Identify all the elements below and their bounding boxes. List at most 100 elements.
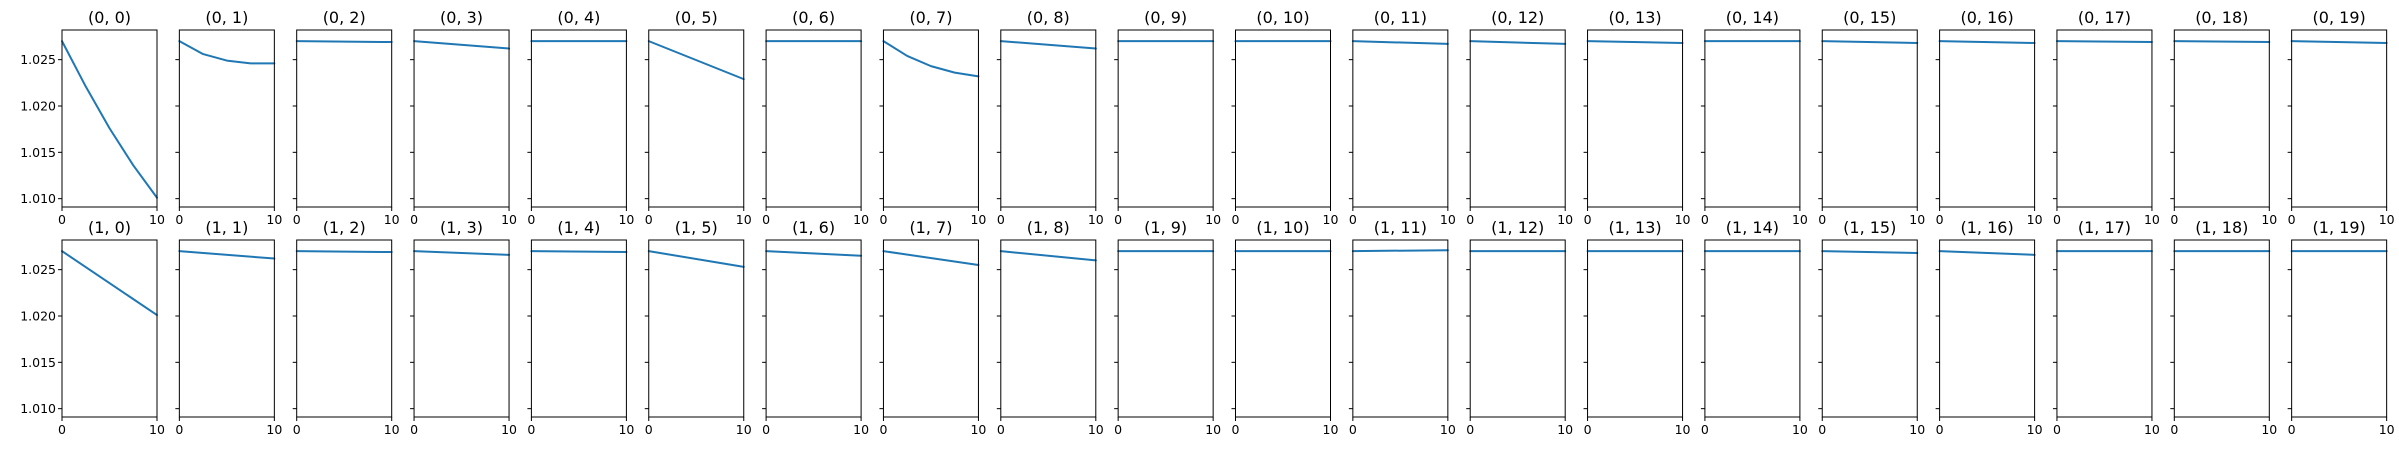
x-tick-label: 10 bbox=[2261, 422, 2277, 437]
x-tick-label: 10 bbox=[1792, 422, 1808, 437]
subplot-title: (1, 5) bbox=[675, 218, 718, 237]
x-tick-label: 0 bbox=[2053, 422, 2061, 437]
subplot-title: (0, 9) bbox=[1144, 8, 1187, 27]
x-tick-label: 10 bbox=[1205, 422, 1221, 437]
subplot-title: (0, 3) bbox=[440, 8, 483, 27]
axes-frame bbox=[1704, 29, 1801, 208]
series-line bbox=[61, 250, 158, 317]
x-tick-label: 0 bbox=[1701, 422, 1709, 437]
subplot-panel: (0, 5) 0 10 bbox=[644, 8, 752, 227]
series-line bbox=[1938, 40, 2036, 44]
x-tick-label: 10 bbox=[853, 212, 869, 227]
x-tick-label: 0 bbox=[997, 212, 1005, 227]
series-line bbox=[882, 40, 980, 78]
x-tick-label: 0 bbox=[2170, 212, 2178, 227]
x-tick-label: 0 bbox=[175, 212, 183, 227]
axes-frame bbox=[296, 29, 393, 208]
axes-frame bbox=[61, 29, 158, 208]
x-tick-label: 10 bbox=[1792, 212, 1808, 227]
subplot-title: (1, 10) bbox=[1256, 218, 1309, 237]
series-line bbox=[647, 250, 745, 268]
subplot-panel: (0, 10) 0 10 bbox=[1231, 8, 1339, 227]
x-tick-label: 0 bbox=[1818, 422, 1826, 437]
axes-frame bbox=[530, 239, 627, 418]
subplot-title: (1, 12) bbox=[1491, 218, 1544, 237]
subplot-panel: (1, 11) 0 10 bbox=[1348, 218, 1456, 437]
subplot-panel: (0, 7) 0 10 bbox=[879, 8, 986, 227]
series-line bbox=[61, 40, 158, 199]
x-tick-label: 10 bbox=[1323, 212, 1339, 227]
x-tick-label: 0 bbox=[1818, 212, 1826, 227]
subplot-title: (0, 2) bbox=[323, 8, 366, 27]
subplot-panel: (0, 19) 0 10 bbox=[2287, 8, 2395, 227]
x-tick-label: 10 bbox=[736, 212, 752, 227]
subplot-panel: (1, 8) 0 10 bbox=[996, 218, 1104, 437]
axes-frame bbox=[530, 29, 627, 208]
subplot-panel: (1, 4) 0 10 bbox=[527, 218, 634, 437]
subplot-panel: (0, 11) 0 10 bbox=[1348, 8, 1456, 227]
x-tick-label: 10 bbox=[1088, 422, 1104, 437]
axes-frame bbox=[2291, 29, 2388, 208]
x-tick-label: 10 bbox=[266, 422, 282, 437]
x-tick-label: 0 bbox=[527, 212, 535, 227]
series-line bbox=[1469, 40, 1567, 45]
axes-frame bbox=[765, 239, 862, 418]
x-tick-label: 0 bbox=[527, 422, 535, 437]
x-tick-label: 0 bbox=[2288, 212, 2296, 227]
axes-frame bbox=[1352, 29, 1449, 208]
subplot-title: (1, 2) bbox=[323, 218, 366, 237]
subplot-title: (0, 16) bbox=[1960, 8, 2013, 27]
subplot-title: (1, 1) bbox=[205, 218, 248, 237]
axes-frame bbox=[1939, 239, 2036, 418]
x-tick-label: 0 bbox=[879, 422, 887, 437]
x-tick-label: 0 bbox=[1701, 212, 1709, 227]
subplot-title: (0, 18) bbox=[2195, 8, 2248, 27]
x-tick-label: 0 bbox=[1114, 212, 1122, 227]
x-tick-label: 0 bbox=[762, 422, 770, 437]
subplot-title: (1, 7) bbox=[909, 218, 952, 237]
subplot-panel: (1, 0) 1.010 1.015 1.020 1.025 0 10 bbox=[20, 218, 165, 437]
axes-frame bbox=[2173, 29, 2270, 208]
subplot-title: (1, 9) bbox=[1144, 218, 1187, 237]
x-tick-label: 0 bbox=[1232, 422, 1240, 437]
x-tick-label: 0 bbox=[997, 422, 1005, 437]
series-line bbox=[882, 250, 980, 267]
subplot-title: (1, 0) bbox=[88, 218, 131, 237]
subplot-title: (0, 15) bbox=[1843, 8, 1896, 27]
x-tick-label: 10 bbox=[501, 422, 517, 437]
x-tick-label: 10 bbox=[736, 422, 752, 437]
axes-frame bbox=[1587, 29, 1684, 208]
subplot-panel: (0, 6) 0 10 bbox=[762, 8, 869, 227]
axes-frame bbox=[296, 239, 393, 418]
x-tick-label: 10 bbox=[149, 422, 165, 437]
subplot-title: (0, 12) bbox=[1491, 8, 1544, 27]
y-tick-label: 1.025 bbox=[20, 262, 56, 277]
x-tick-label: 0 bbox=[1584, 212, 1592, 227]
series-line bbox=[413, 250, 511, 256]
x-tick-label: 0 bbox=[1349, 212, 1357, 227]
y-tick-label: 1.020 bbox=[20, 308, 56, 323]
subplot-title: (1, 13) bbox=[1608, 218, 1661, 237]
axes-frame bbox=[178, 239, 275, 418]
series-line bbox=[1821, 250, 1919, 254]
axes-frame bbox=[1235, 239, 1331, 418]
y-tick-label: 1.010 bbox=[20, 191, 56, 206]
x-tick-label: 0 bbox=[293, 422, 301, 437]
x-tick-label: 10 bbox=[1088, 212, 1104, 227]
subplot-panel: (1, 5) 0 10 bbox=[644, 218, 752, 437]
subplot-panel: (1, 15) 0 10 bbox=[1818, 218, 1925, 437]
x-tick-label: 0 bbox=[1466, 212, 1474, 227]
x-tick-label: 0 bbox=[645, 422, 653, 437]
subplot-panel: (1, 1) 0 10 bbox=[175, 218, 282, 437]
x-tick-label: 10 bbox=[2027, 212, 2043, 227]
axes-frame bbox=[2291, 239, 2388, 418]
subplot-title: (1, 4) bbox=[557, 218, 600, 237]
subplot-title: (1, 8) bbox=[1027, 218, 1070, 237]
x-tick-label: 0 bbox=[1936, 212, 1944, 227]
x-tick-label: 0 bbox=[410, 422, 418, 437]
axes-frame bbox=[61, 239, 158, 418]
x-tick-label: 0 bbox=[1584, 422, 1592, 437]
axes-frame bbox=[1821, 29, 1918, 208]
x-tick-label: 10 bbox=[1440, 212, 1456, 227]
subplot-title: (1, 11) bbox=[1374, 218, 1427, 237]
